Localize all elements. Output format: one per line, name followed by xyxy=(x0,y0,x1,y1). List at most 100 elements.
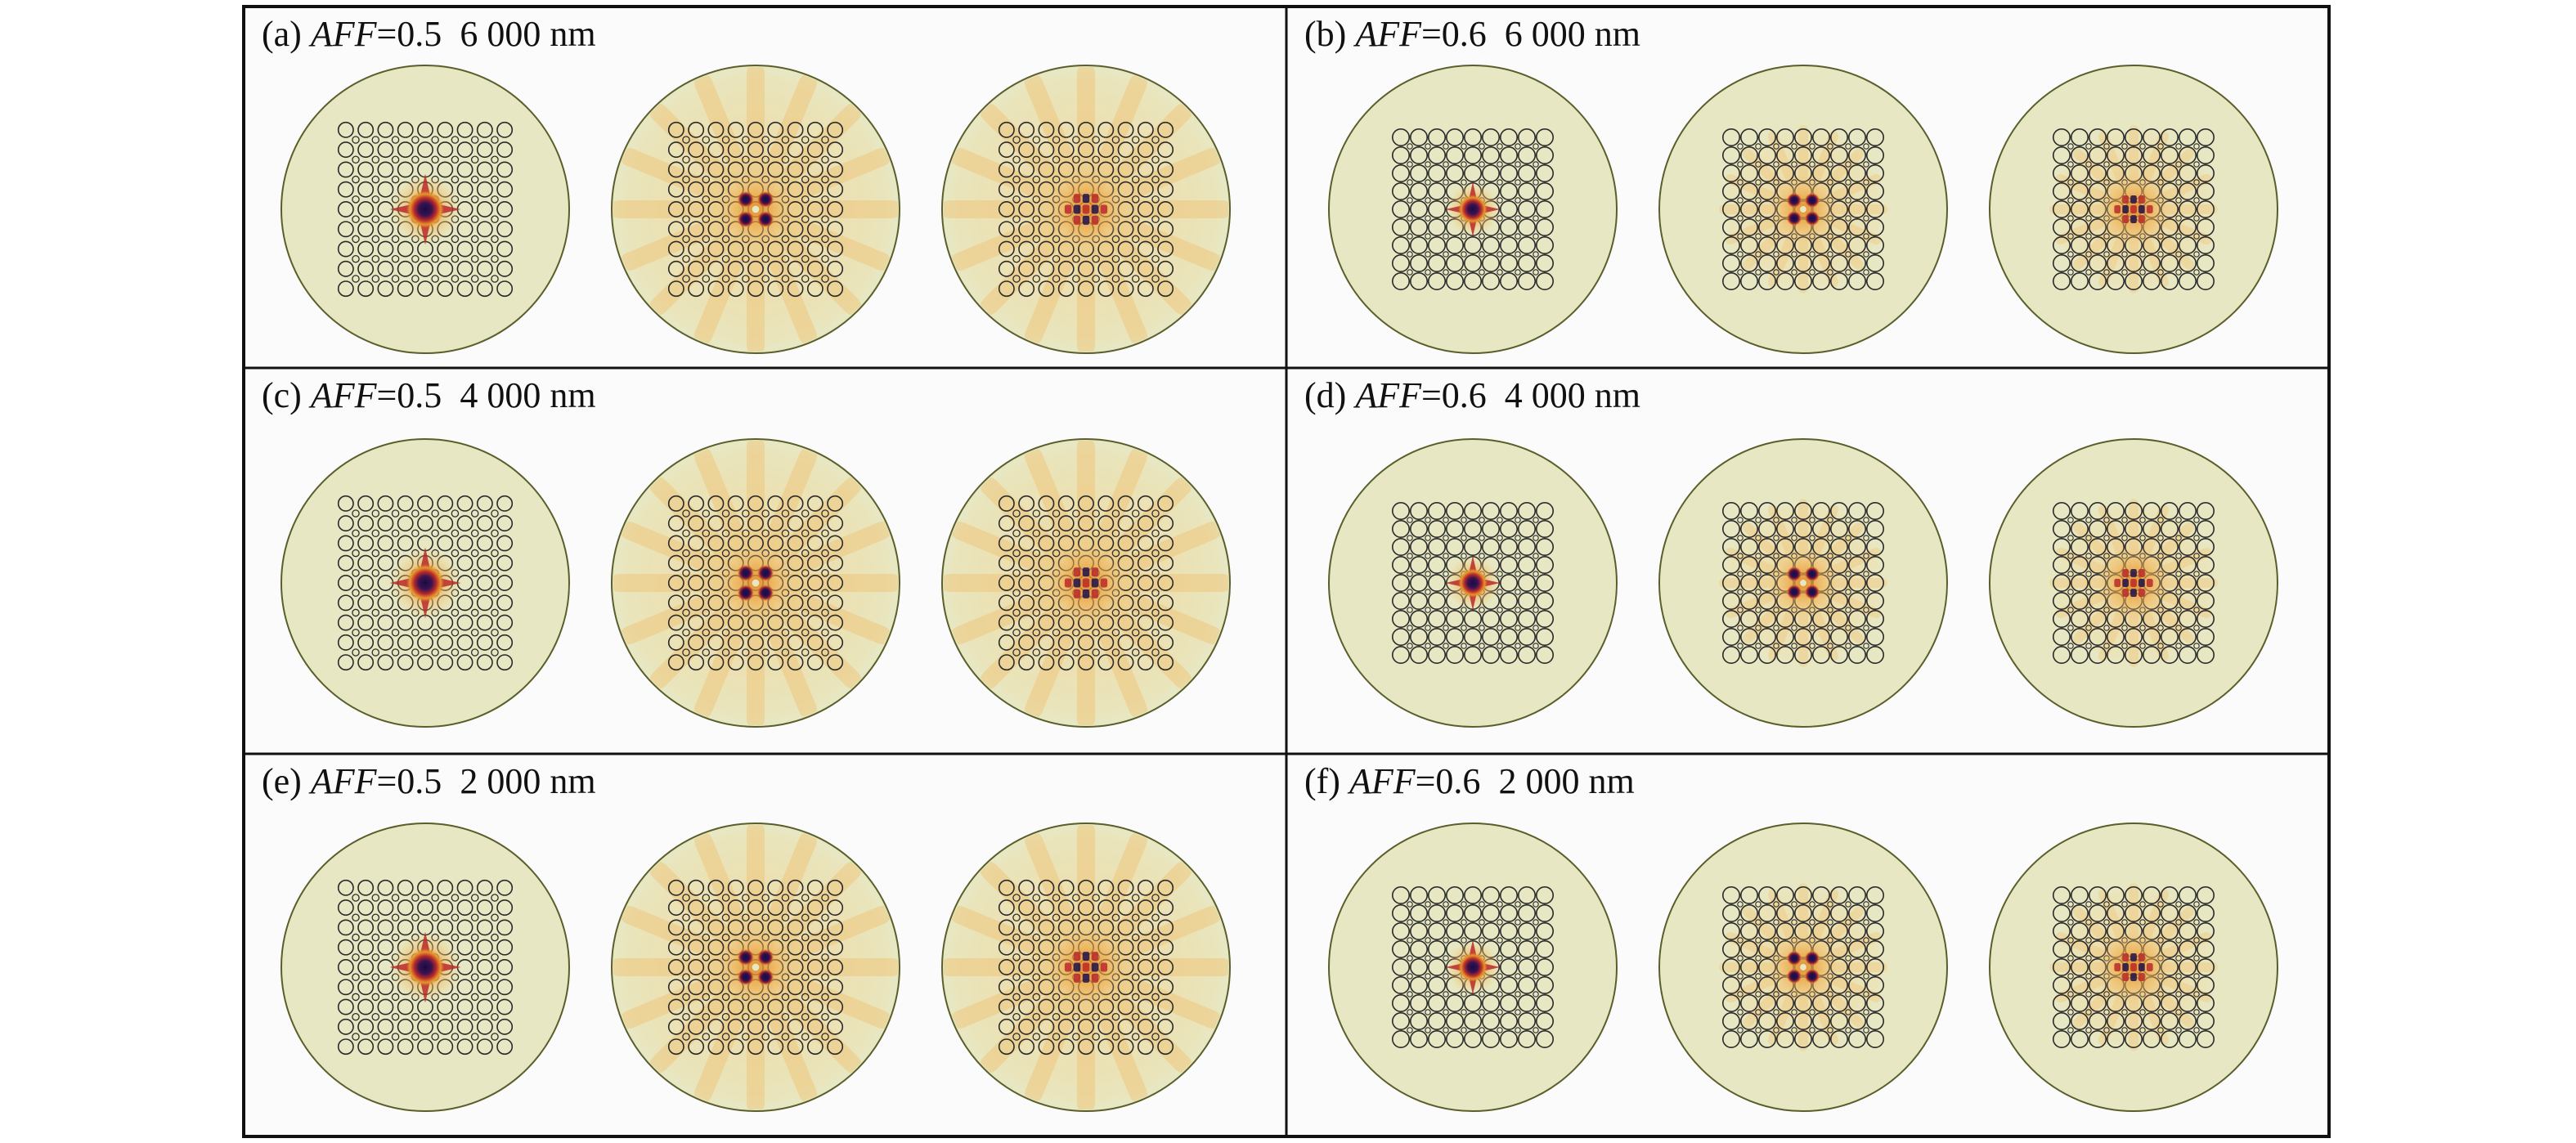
air-hole-small xyxy=(781,549,790,558)
mode-lobe xyxy=(1091,589,1099,598)
air-hole-small xyxy=(352,509,360,518)
air-hole xyxy=(496,899,514,917)
mode-lobe xyxy=(2138,952,2145,961)
air-hole xyxy=(727,260,744,277)
air-hole xyxy=(1757,235,1777,255)
air-hole xyxy=(1057,654,1075,671)
air-hole xyxy=(1157,280,1174,298)
air-hole xyxy=(1793,627,1813,647)
mode-lobe xyxy=(1100,962,1108,972)
air-hole-small xyxy=(470,589,479,597)
air-hole xyxy=(1018,634,1035,651)
mode-lobe xyxy=(2122,579,2129,587)
air-hole xyxy=(2088,235,2107,255)
air-hole xyxy=(476,1038,493,1056)
fiber-cross-section xyxy=(941,823,1231,1112)
mode-pattern xyxy=(1769,175,1838,244)
air-hole xyxy=(476,939,493,956)
air-hole-small xyxy=(1131,933,1140,942)
air-hole xyxy=(2160,1029,2179,1049)
air-hole xyxy=(2070,253,2089,273)
air-hole xyxy=(2052,199,2071,219)
air-hole xyxy=(747,899,764,917)
air-hole-small xyxy=(702,136,711,144)
air-hole xyxy=(1391,501,1411,521)
air-hole-small xyxy=(491,509,499,518)
air-hole xyxy=(1499,939,1519,959)
air-hole xyxy=(1499,555,1519,575)
mode-center-gap xyxy=(1800,580,1806,586)
air-hole-small xyxy=(702,1012,711,1021)
air-hole xyxy=(456,634,473,651)
air-hole xyxy=(1078,141,1094,159)
air-hole xyxy=(1018,515,1035,532)
air-hole xyxy=(1811,885,1831,905)
air-hole xyxy=(1535,921,1555,941)
air-hole-small xyxy=(702,509,711,518)
mode-lobe xyxy=(2130,195,2137,204)
air-hole xyxy=(2196,199,2215,219)
air-hole xyxy=(437,998,454,1015)
air-hole-small xyxy=(2103,161,2110,168)
air-hole-small xyxy=(742,275,750,283)
air-hole-small xyxy=(411,1033,420,1041)
air-hole xyxy=(1018,919,1035,936)
air-hole-small xyxy=(1425,215,1431,222)
air-hole xyxy=(1535,957,1555,977)
air-hole xyxy=(1427,573,1447,593)
air-hole xyxy=(1463,993,1483,1013)
air-hole-small xyxy=(1425,571,1431,577)
air-hole xyxy=(1137,879,1154,896)
air-hole-small xyxy=(1809,919,1815,926)
air-hole xyxy=(1137,554,1154,572)
air-hole xyxy=(2160,501,2179,521)
air-hole-small xyxy=(1533,1027,1539,1033)
air-hole xyxy=(2196,627,2215,647)
air-hole-small xyxy=(1443,517,1449,523)
air-hole-small xyxy=(1151,933,1160,942)
air-hole xyxy=(1117,1038,1134,1056)
air-hole xyxy=(1427,921,1447,941)
air-hole xyxy=(1157,141,1174,159)
air-hole xyxy=(1865,271,1885,291)
air-hole xyxy=(1793,253,1813,273)
mode-pattern xyxy=(2095,171,2172,248)
air-hole xyxy=(377,515,394,532)
air-hole-small xyxy=(1052,628,1061,637)
air-hole xyxy=(357,221,375,238)
mode-lobe xyxy=(1082,194,1090,204)
air-hole-small xyxy=(2193,607,2200,613)
air-hole-small xyxy=(761,155,770,164)
air-hole-small xyxy=(1737,955,1744,961)
air-hole xyxy=(1865,164,1885,183)
air-hole xyxy=(377,221,394,238)
air-hole xyxy=(1481,645,1501,665)
air-hole xyxy=(1409,939,1429,959)
air-hole-small xyxy=(682,933,690,942)
air-hole-small xyxy=(1072,254,1080,263)
air-hole xyxy=(1427,609,1447,629)
air-hole-small xyxy=(451,529,460,538)
air-hole xyxy=(2142,885,2161,905)
air-hole xyxy=(1038,260,1055,277)
air-hole xyxy=(767,280,784,298)
air-hole xyxy=(476,221,493,238)
mode-lobe xyxy=(2130,973,2137,982)
air-hole-small xyxy=(1845,251,1851,258)
air-hole xyxy=(1739,1011,1759,1031)
mode-lobe xyxy=(1786,192,1802,208)
air-hole-small xyxy=(470,993,479,1002)
air-hole xyxy=(2160,993,2179,1013)
air-hole xyxy=(1038,879,1055,896)
air-hole xyxy=(2124,128,2143,147)
air-hole-small xyxy=(2085,571,2092,577)
mode-pattern xyxy=(1043,167,1129,252)
air-hole xyxy=(1018,161,1035,178)
air-hole xyxy=(2052,146,2071,165)
air-hole xyxy=(1517,217,1537,237)
air-hole-small xyxy=(1131,1012,1140,1021)
air-hole xyxy=(1157,260,1174,277)
air-hole-small xyxy=(781,529,790,538)
mode-lobe xyxy=(2146,963,2153,971)
panel-f: (f) AFF=0.6 2 000 nm xyxy=(1304,761,2278,1112)
